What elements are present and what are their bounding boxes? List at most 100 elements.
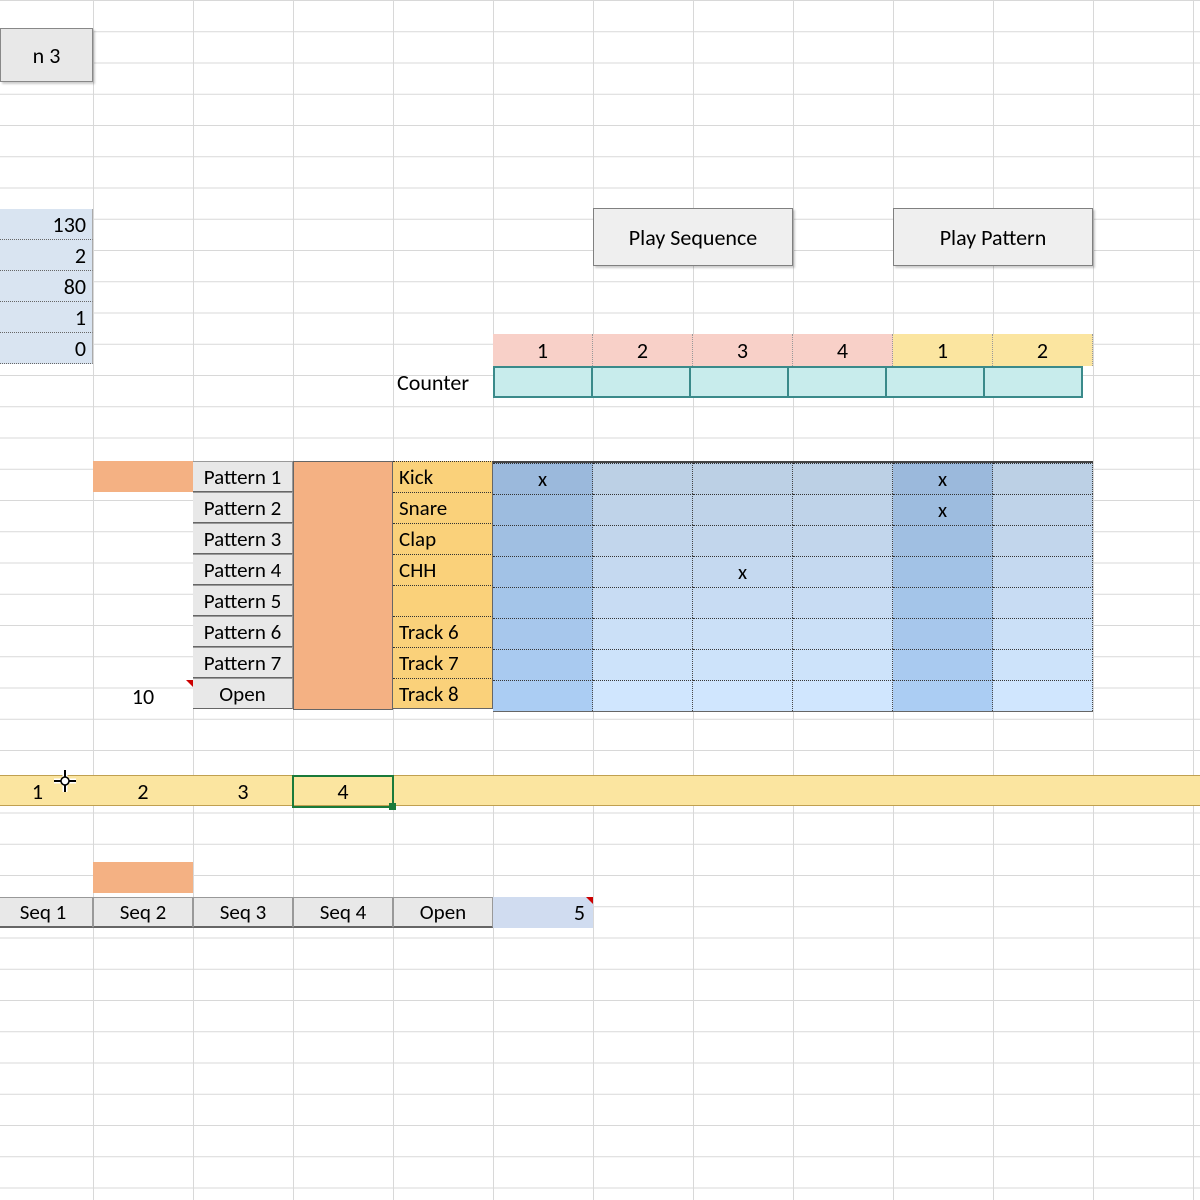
step-cell[interactable] xyxy=(793,463,893,494)
pattern-button[interactable]: Pattern 1 xyxy=(193,461,293,492)
step-cell[interactable] xyxy=(493,494,593,525)
step-cell[interactable] xyxy=(593,649,693,680)
step-header: 2 xyxy=(993,334,1093,366)
seq-cell[interactable]: 3 xyxy=(193,776,293,807)
step-cell[interactable] xyxy=(893,556,993,587)
step-cell[interactable]: x xyxy=(493,463,593,494)
seq-button-row: Seq 1 Seq 2 Seq 3 Seq 4 Open xyxy=(0,897,493,928)
counter-cell[interactable] xyxy=(787,366,887,398)
step-cell[interactable] xyxy=(993,649,1093,680)
open-button[interactable]: Open xyxy=(193,678,293,709)
pattern-button[interactable]: Pattern 6 xyxy=(193,616,293,647)
param-value: 80 xyxy=(64,273,86,300)
step-cell[interactable] xyxy=(593,525,693,556)
pattern-button[interactable]: Pattern 7 xyxy=(193,647,293,678)
seq-button[interactable]: Seq 3 xyxy=(193,897,293,928)
play-pattern-button[interactable]: Play Pattern xyxy=(893,208,1093,266)
step-cell[interactable] xyxy=(593,494,693,525)
step-cell[interactable] xyxy=(793,680,893,711)
counter-cell[interactable] xyxy=(493,366,593,398)
step-cell[interactable] xyxy=(993,618,1093,649)
track-label-column: Kick Snare Clap CHH Track 6 Track 7 Trac… xyxy=(393,461,493,709)
step-cell[interactable] xyxy=(693,463,793,494)
params-block: 130 2 80 1 0 xyxy=(0,209,93,364)
step-cell[interactable] xyxy=(893,618,993,649)
seq-five-value: 5 xyxy=(574,899,585,926)
step-cell[interactable] xyxy=(493,649,593,680)
step-cell[interactable] xyxy=(993,525,1093,556)
track-label xyxy=(393,585,493,616)
step-cell[interactable] xyxy=(593,587,693,618)
step-cell[interactable] xyxy=(993,494,1093,525)
seq-open-button[interactable]: Open xyxy=(393,897,493,928)
step-cell[interactable] xyxy=(493,587,593,618)
step-cell[interactable] xyxy=(593,463,693,494)
fill-handle-icon[interactable] xyxy=(389,803,396,810)
param-cell[interactable]: 0 xyxy=(0,333,93,364)
pattern-button[interactable]: Pattern 2 xyxy=(193,492,293,523)
step-cell[interactable] xyxy=(893,525,993,556)
button-label: Play Sequence xyxy=(629,224,757,251)
counter-row xyxy=(495,366,1083,398)
step-cell[interactable] xyxy=(693,525,793,556)
step-cell[interactable] xyxy=(493,525,593,556)
param-value: 1 xyxy=(75,304,86,331)
counter-cell[interactable] xyxy=(885,366,985,398)
cell-ten[interactable]: 10 xyxy=(93,681,193,712)
step-cell[interactable] xyxy=(693,680,793,711)
param-value: 130 xyxy=(53,211,86,238)
step-cell[interactable] xyxy=(793,556,893,587)
param-cell[interactable]: 2 xyxy=(0,240,93,271)
param-cell[interactable]: 1 xyxy=(0,302,93,333)
step-cell[interactable] xyxy=(493,618,593,649)
step-cell[interactable] xyxy=(793,587,893,618)
play-sequence-button[interactable]: Play Sequence xyxy=(593,208,793,266)
step-cell[interactable] xyxy=(893,587,993,618)
seq-button[interactable]: Seq 2 xyxy=(93,897,193,928)
param-cell[interactable]: 80 xyxy=(0,271,93,302)
step-cell[interactable] xyxy=(893,680,993,711)
step-cell[interactable] xyxy=(993,680,1093,711)
peach-column xyxy=(293,461,393,710)
counter-cell[interactable] xyxy=(591,366,691,398)
track-label: Clap xyxy=(393,523,493,554)
seq-button[interactable]: Seq 1 xyxy=(0,897,93,928)
step-cell[interactable] xyxy=(993,556,1093,587)
step-grid: xxxx xyxy=(493,461,1093,712)
step-cell[interactable] xyxy=(693,494,793,525)
pattern-button[interactable]: Pattern 5 xyxy=(193,585,293,616)
param-value: 2 xyxy=(75,242,86,269)
comment-indicator-icon xyxy=(186,680,193,687)
pattern-button[interactable]: Pattern 3 xyxy=(193,523,293,554)
step-cell[interactable] xyxy=(693,618,793,649)
step-cell[interactable] xyxy=(993,463,1093,494)
step-cell[interactable] xyxy=(593,680,693,711)
step-cell[interactable] xyxy=(493,680,593,711)
param-cell[interactable]: 130 xyxy=(0,209,93,240)
seq-cell[interactable]: 2 xyxy=(93,776,193,807)
step-cell[interactable]: x xyxy=(893,494,993,525)
step-cell[interactable] xyxy=(493,556,593,587)
step-header: 2 xyxy=(593,334,693,366)
step-cell[interactable] xyxy=(793,618,893,649)
step-cell[interactable] xyxy=(793,525,893,556)
seq-button[interactable]: Seq 4 xyxy=(293,897,393,928)
pattern-button[interactable]: Pattern 4 xyxy=(193,554,293,585)
step-cell[interactable]: x xyxy=(693,556,793,587)
step-cell[interactable] xyxy=(793,649,893,680)
step-cell[interactable] xyxy=(693,587,793,618)
step-cell[interactable]: x xyxy=(893,463,993,494)
counter-cell[interactable] xyxy=(689,366,789,398)
step-cell[interactable] xyxy=(693,649,793,680)
step-cell[interactable] xyxy=(593,618,693,649)
seq-five-cell[interactable]: 5 xyxy=(493,897,593,928)
track-label: Snare xyxy=(393,492,493,523)
seq-cell-selected[interactable]: 4 xyxy=(293,776,393,807)
step-cell[interactable] xyxy=(993,587,1093,618)
step-cell[interactable] xyxy=(893,649,993,680)
step-cell[interactable] xyxy=(593,556,693,587)
selected-seq-highlight xyxy=(93,862,193,893)
counter-cell[interactable] xyxy=(983,366,1083,398)
step-cell[interactable] xyxy=(793,494,893,525)
tab-button-cut[interactable]: n 3 xyxy=(0,28,93,82)
